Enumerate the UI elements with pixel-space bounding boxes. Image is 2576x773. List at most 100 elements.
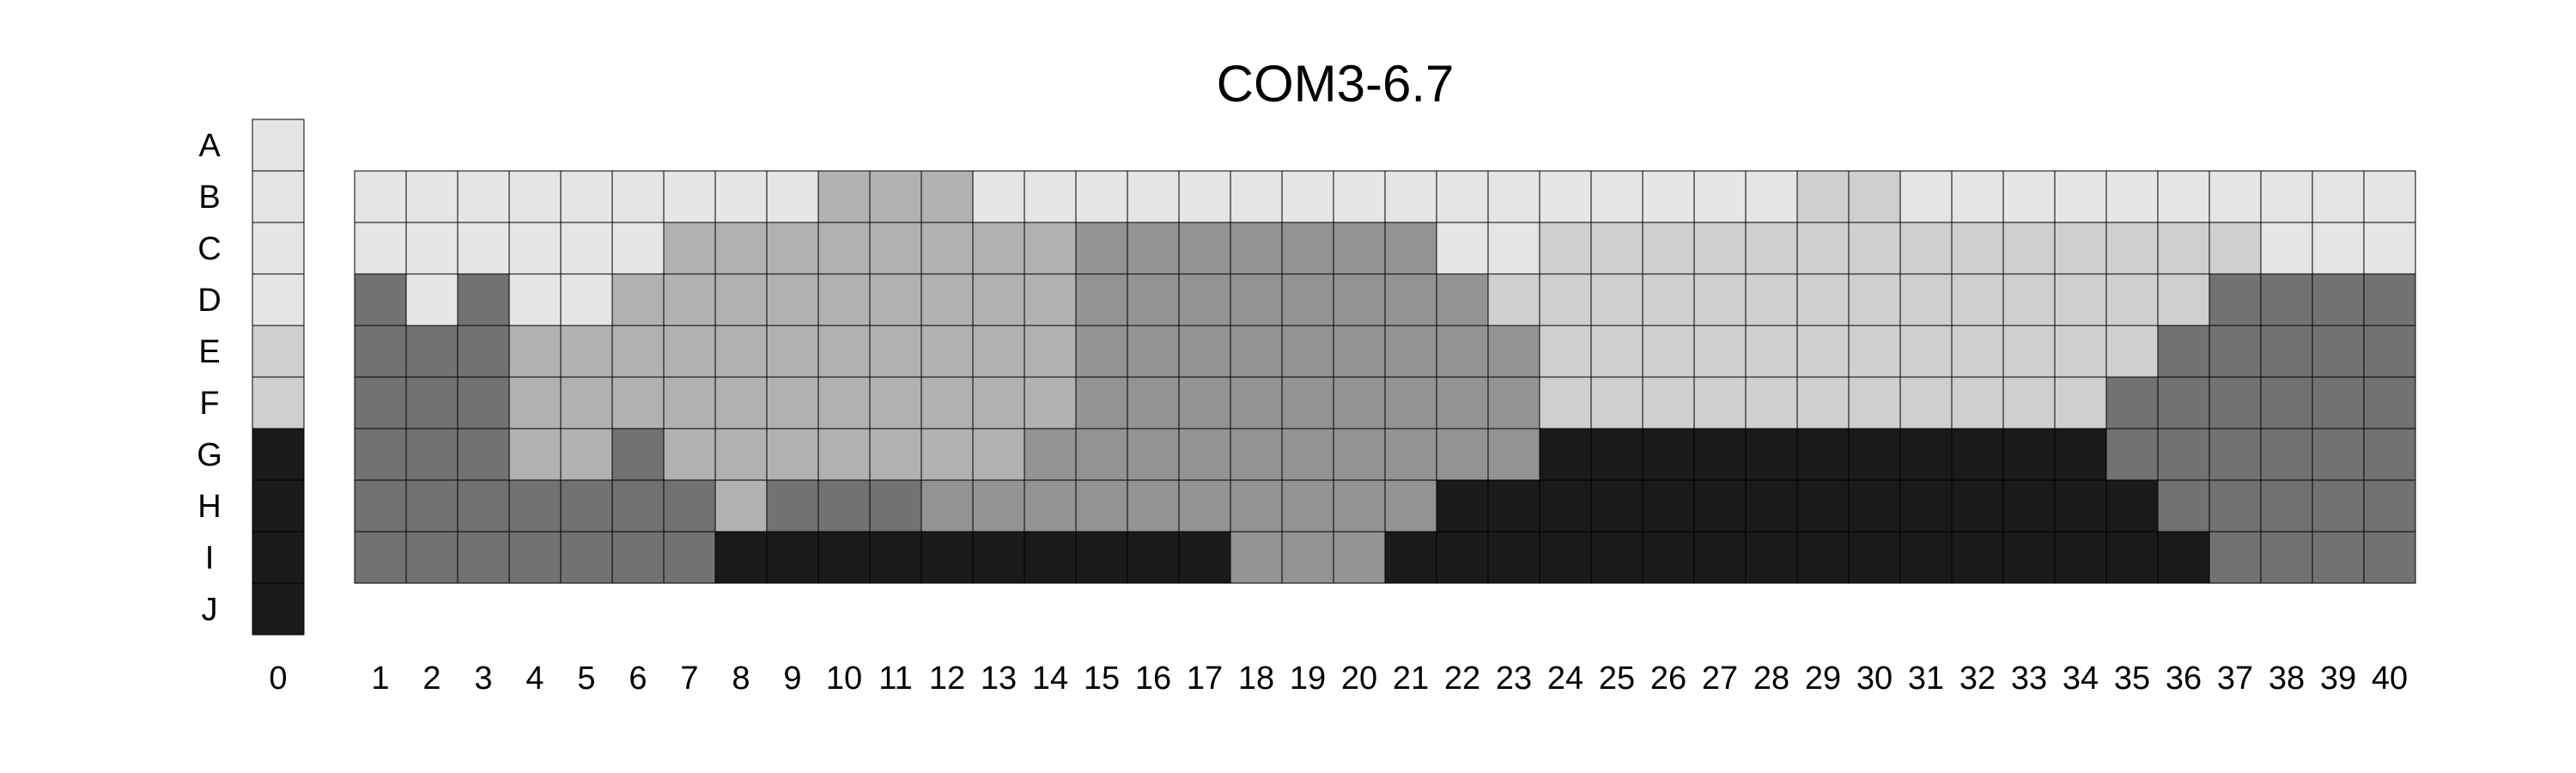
cell-i-4	[508, 531, 562, 584]
cell-g-37	[2208, 428, 2262, 481]
column-label-34: 34	[2063, 660, 2099, 697]
cell-e-4	[508, 325, 562, 378]
column-label-4: 4	[526, 660, 544, 697]
cell-e-22	[1436, 325, 1489, 378]
cell-g-10	[817, 428, 871, 481]
cell-g-30	[1848, 428, 1901, 481]
cell-d-30	[1848, 273, 1901, 326]
chart-title: COM3-6.7	[1217, 55, 1455, 113]
cell-c-22	[1436, 222, 1489, 275]
row-label-h: H	[197, 489, 221, 525]
column-label-25: 25	[1599, 660, 1635, 697]
column-label-14: 14	[1032, 660, 1068, 697]
cell-d-7	[663, 273, 716, 326]
cell-h-19	[1281, 479, 1334, 533]
cell-e-12	[920, 325, 974, 378]
cell-c-32	[1951, 222, 2004, 275]
row-label-g: G	[197, 437, 222, 473]
cell-b-1	[354, 170, 407, 223]
column-label-2: 2	[422, 660, 440, 697]
row-label-d: D	[197, 283, 221, 319]
cell-i-18	[1230, 531, 1283, 584]
cell-c-5	[560, 222, 613, 275]
cell-c-2	[405, 222, 459, 275]
cell-f-18	[1230, 376, 1283, 429]
column-label-38: 38	[2269, 660, 2305, 697]
cell-g-32	[1951, 428, 2004, 481]
cell-e-7	[663, 325, 716, 378]
cell-f-32	[1951, 376, 2004, 429]
control-cell-d	[252, 273, 305, 326]
cell-e-30	[1848, 325, 1901, 378]
cell-b-40	[2363, 170, 2416, 223]
cell-b-32	[1951, 170, 2004, 223]
cell-b-36	[2157, 170, 2210, 223]
column-label-22: 22	[1444, 660, 1480, 697]
cell-e-29	[1796, 325, 1850, 378]
cell-h-37	[2208, 479, 2262, 533]
cell-i-21	[1384, 531, 1437, 584]
cell-f-5	[560, 376, 613, 429]
cell-g-31	[1899, 428, 1953, 481]
cell-d-39	[2312, 273, 2365, 326]
cell-e-17	[1178, 325, 1231, 378]
column-label-36: 36	[2166, 660, 2202, 697]
cell-c-3	[457, 222, 510, 275]
cell-e-6	[611, 325, 665, 378]
cell-h-5	[560, 479, 613, 533]
cell-h-28	[1745, 479, 1798, 533]
cell-h-40	[2363, 479, 2416, 533]
cell-e-25	[1590, 325, 1643, 378]
cell-g-33	[2002, 428, 2056, 481]
cell-e-14	[1024, 325, 1077, 378]
cell-f-8	[714, 376, 768, 429]
cell-f-38	[2260, 376, 2313, 429]
cell-i-6	[611, 531, 665, 584]
cell-i-27	[1693, 531, 1747, 584]
cell-h-22	[1436, 479, 1489, 533]
row-label-e: E	[198, 334, 220, 370]
cell-d-23	[1487, 273, 1540, 326]
column-label-33: 33	[2011, 660, 2047, 697]
cell-h-12	[920, 479, 974, 533]
cell-d-3	[457, 273, 510, 326]
cell-g-38	[2260, 428, 2313, 481]
column-label-17: 17	[1187, 660, 1223, 697]
cell-h-38	[2260, 479, 2313, 533]
column-label-27: 27	[1702, 660, 1738, 697]
cell-c-23	[1487, 222, 1540, 275]
cell-d-4	[508, 273, 562, 326]
column-label-16: 16	[1135, 660, 1171, 697]
cell-e-26	[1642, 325, 1695, 378]
cell-b-21	[1384, 170, 1437, 223]
cell-g-28	[1745, 428, 1798, 481]
cell-e-11	[869, 325, 922, 378]
row-label-a: A	[198, 128, 221, 164]
cell-b-29	[1796, 170, 1850, 223]
cell-b-2	[405, 170, 459, 223]
cell-i-23	[1487, 531, 1540, 584]
cell-g-25	[1590, 428, 1643, 481]
control-cell-i	[252, 531, 305, 584]
column-label-8: 8	[732, 660, 750, 697]
cell-c-20	[1333, 222, 1386, 275]
cell-d-2	[405, 273, 459, 326]
cell-b-11	[869, 170, 922, 223]
cell-d-37	[2208, 273, 2262, 326]
cell-c-33	[2002, 222, 2056, 275]
cell-c-21	[1384, 222, 1437, 275]
cell-h-10	[817, 479, 871, 533]
cell-h-7	[663, 479, 716, 533]
cell-h-9	[766, 479, 819, 533]
column-label-20: 20	[1341, 660, 1377, 697]
row-label-c: C	[197, 231, 221, 267]
cell-i-33	[2002, 531, 2056, 584]
control-column	[252, 119, 305, 636]
cell-h-26	[1642, 479, 1695, 533]
cell-b-15	[1075, 170, 1128, 223]
cell-d-25	[1590, 273, 1643, 326]
cell-h-29	[1796, 479, 1850, 533]
cell-f-26	[1642, 376, 1695, 429]
cell-e-40	[2363, 325, 2416, 378]
cell-b-24	[1539, 170, 1592, 223]
